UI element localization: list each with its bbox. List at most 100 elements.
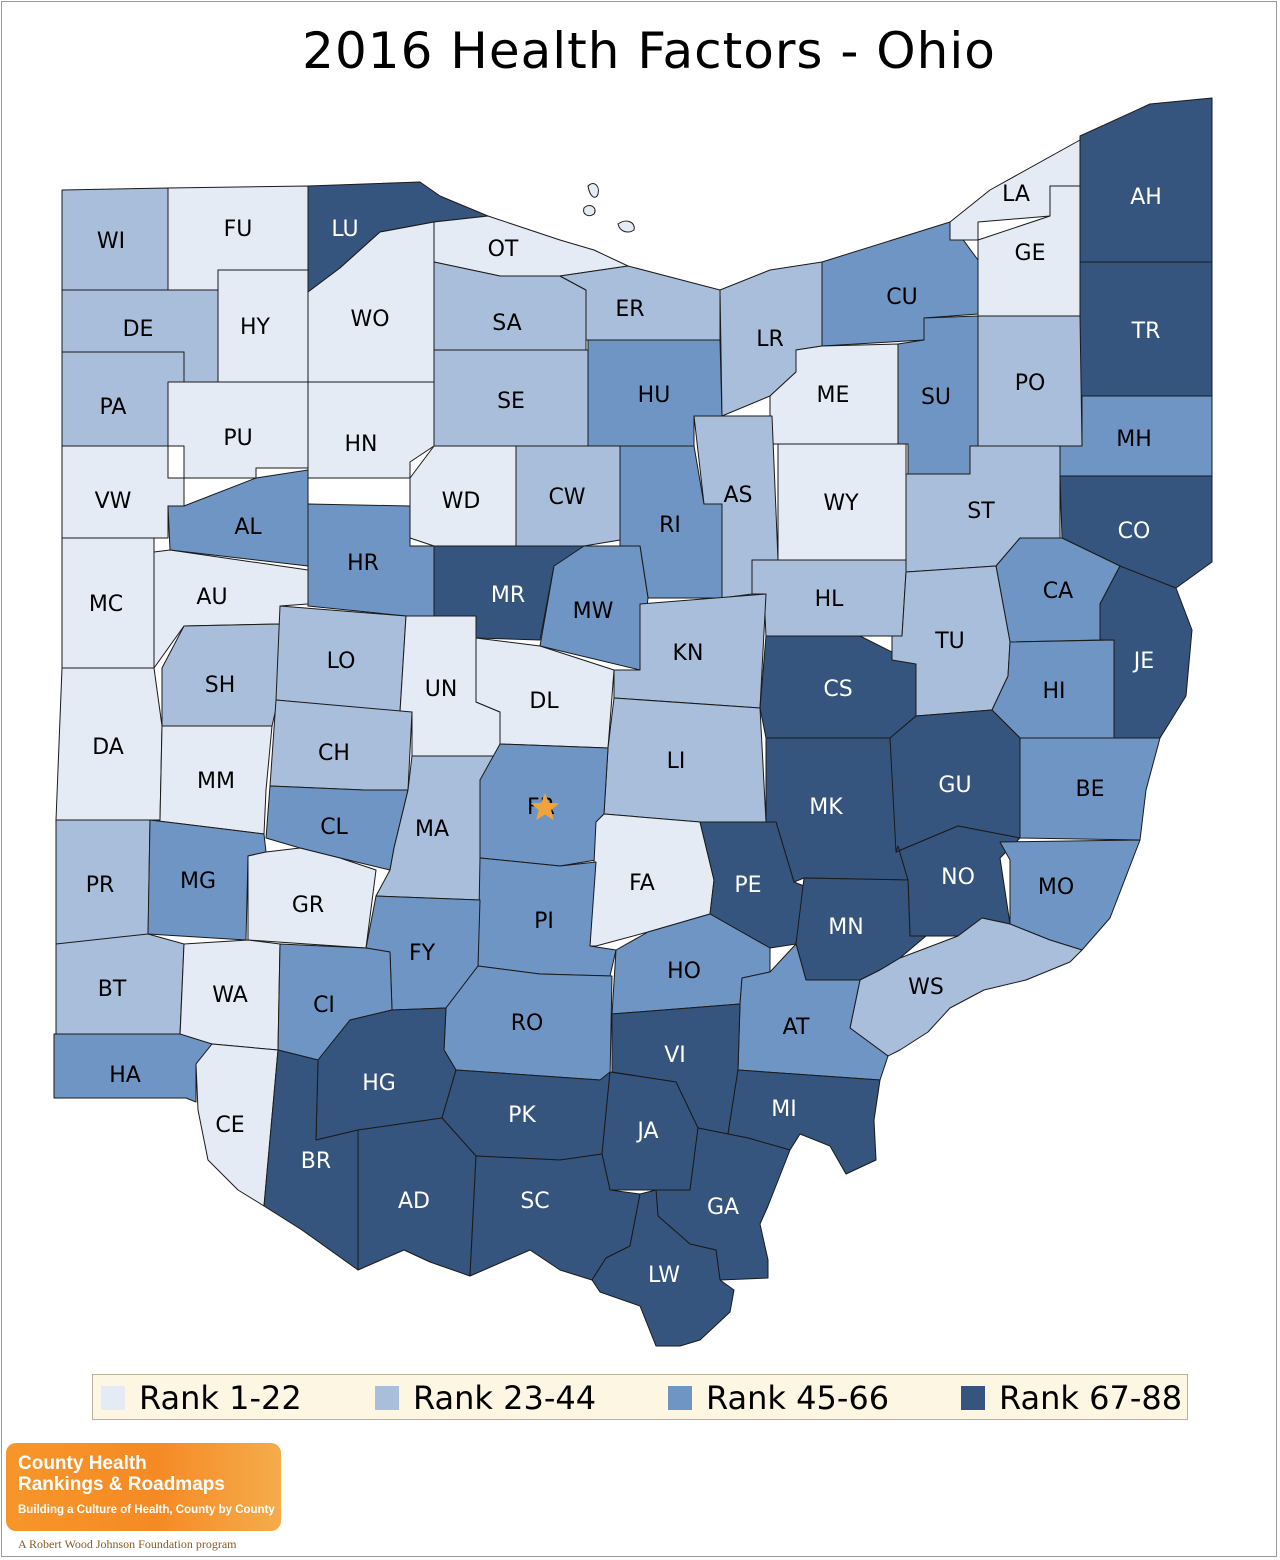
county-label-mr: MR <box>491 583 525 608</box>
county-ot[interactable] <box>433 215 629 277</box>
county-label-as: AS <box>723 483 752 508</box>
county-label-lw: LW <box>648 1263 680 1288</box>
legend-swatch <box>101 1386 125 1410</box>
legend-label: Rank 67-88 <box>999 1379 1183 1417</box>
county-mw[interactable] <box>539 545 649 671</box>
county-label-hi: HI <box>1042 679 1065 704</box>
county-label-mi: MI <box>771 1097 796 1122</box>
county-label-vi: VI <box>664 1043 686 1068</box>
county-lw[interactable] <box>591 1189 735 1347</box>
county-label-ri: RI <box>659 513 681 538</box>
lake-erie-island <box>583 205 596 217</box>
county-label-pu: PU <box>223 426 252 451</box>
county-label-ca: CA <box>1043 579 1073 604</box>
county-label-se: SE <box>497 389 525 414</box>
star-icon <box>530 793 560 821</box>
county-label-fu: FU <box>224 217 253 242</box>
county-label-at: AT <box>783 1015 810 1040</box>
county-label-ma: MA <box>415 817 449 842</box>
county-cw[interactable] <box>515 445 621 547</box>
county-label-gr: GR <box>292 893 324 918</box>
county-label-lr: LR <box>756 327 784 352</box>
county-label-pe: PE <box>734 873 761 898</box>
legend-label: Rank 23-44 <box>413 1379 597 1417</box>
county-label-pi: PI <box>534 909 554 934</box>
county-label-wd: WD <box>442 489 481 514</box>
county-label-dl: DL <box>529 689 559 714</box>
legend-item-rank-1-22: Rank 1-22 <box>101 1375 302 1421</box>
county-label-mc: MC <box>89 592 123 617</box>
county-label-ah: AH <box>1130 185 1162 210</box>
county-label-mo: MO <box>1038 875 1074 900</box>
county-label-ad: AD <box>398 1189 430 1214</box>
county-label-ga: GA <box>707 1195 739 1220</box>
county-ws[interactable] <box>849 917 1083 1057</box>
county-label-au: AU <box>196 585 227 610</box>
county-ha[interactable] <box>53 1033 213 1103</box>
county-health-rankings-logo[interactable]: County Health Rankings & Roadmaps Buildi… <box>6 1443 281 1531</box>
legend-swatch <box>668 1386 692 1410</box>
county-label-li: LI <box>667 749 686 774</box>
county-label-mk: MK <box>809 795 843 820</box>
county-label-br: BR <box>301 1149 331 1174</box>
county-label-wi: WI <box>97 229 125 254</box>
county-label-cu: CU <box>886 285 917 310</box>
county-label-lu: LU <box>331 217 358 242</box>
county-label-fa: FA <box>629 871 655 896</box>
legend-item-rank-67-88: Rank 67-88 <box>961 1375 1182 1421</box>
county-label-me: ME <box>817 383 850 408</box>
county-label-ce: CE <box>215 1113 244 1138</box>
county-label-st: ST <box>967 499 995 524</box>
county-label-sh: SH <box>205 673 236 698</box>
county-label-lo: LO <box>327 649 356 674</box>
county-label-hr: HR <box>347 551 379 576</box>
county-label-co: CO <box>1118 519 1151 544</box>
county-label-ja: JA <box>635 1119 658 1144</box>
county-label-mw: MW <box>573 599 614 624</box>
county-label-mg: MG <box>180 869 216 894</box>
legend-item-rank-23-44: Rank 23-44 <box>375 1375 596 1421</box>
county-label-mh: MH <box>1116 427 1152 452</box>
county-label-hl: HL <box>815 587 845 612</box>
map-title: 2016 Health Factors - Ohio <box>302 22 996 80</box>
county-label-ws: WS <box>908 975 944 1000</box>
county-ce[interactable] <box>195 1043 279 1207</box>
county-label-su: SU <box>921 385 951 410</box>
county-label-vw: VW <box>95 489 132 514</box>
county-label-er: ER <box>615 297 644 322</box>
county-label-cs: CS <box>823 677 852 702</box>
county-label-mm: MM <box>197 769 235 794</box>
county-label-hn: HN <box>345 432 378 457</box>
county-label-wo: WO <box>350 307 389 332</box>
county-label-mn: MN <box>828 915 863 940</box>
county-label-hu: HU <box>638 383 671 408</box>
county-label-ho: HO <box>667 959 701 984</box>
foundation-credit: A Robert Wood Johnson Foundation program <box>18 1537 237 1551</box>
county-label-ci: CI <box>313 993 335 1018</box>
county-label-gu: GU <box>938 773 971 798</box>
county-ad[interactable] <box>357 1117 477 1277</box>
lake-erie-island <box>617 220 635 233</box>
logo-line-1: County Health <box>18 1453 147 1474</box>
logo-line-2: Rankings & Roadmaps <box>18 1474 225 1495</box>
county-label-ot: OT <box>488 237 519 262</box>
county-label-un: UN <box>425 677 458 702</box>
county-ah[interactable] <box>1079 97 1213 263</box>
county-be[interactable] <box>1019 737 1161 841</box>
county-label-de: DE <box>123 317 154 342</box>
county-label-da: DA <box>92 735 124 760</box>
logo-tagline: Building a Culture of Health, County by … <box>18 1504 275 1516</box>
legend-item-rank-45-66: Rank 45-66 <box>668 1375 889 1421</box>
county-label-tu: TU <box>934 629 965 654</box>
legend-swatch <box>375 1386 399 1410</box>
county-label-fy: FY <box>409 941 436 966</box>
county-label-no: NO <box>941 865 975 890</box>
county-label-ro: RO <box>511 1011 544 1036</box>
legend-label: Rank 45-66 <box>706 1379 890 1417</box>
county-gr[interactable] <box>247 847 377 949</box>
county-label-ge: GE <box>1015 241 1046 266</box>
county-hn[interactable] <box>307 381 435 479</box>
county-label-la: LA <box>1002 182 1030 207</box>
